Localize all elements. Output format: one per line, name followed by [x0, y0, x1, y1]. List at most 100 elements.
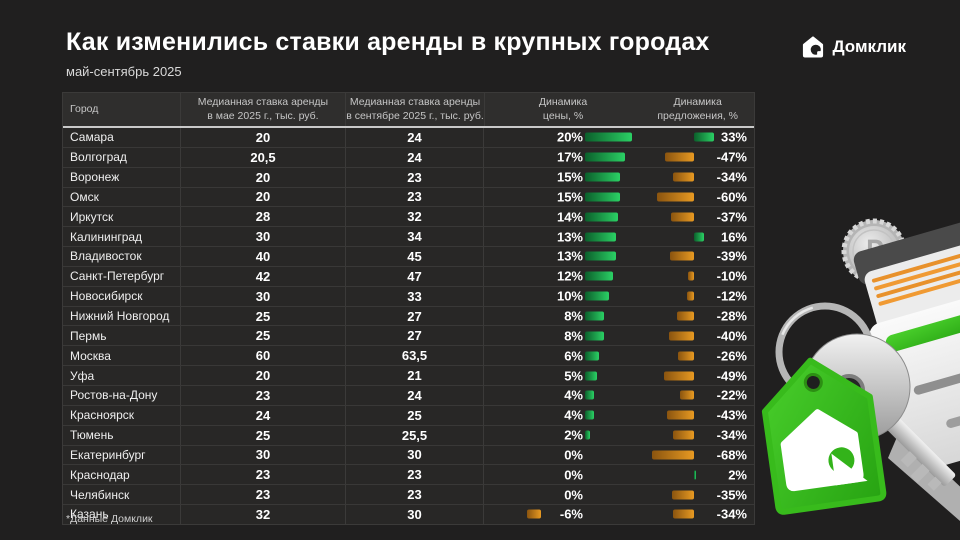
september-rate-cell: 24: [346, 385, 484, 405]
price-dynamics-cell: 6%: [484, 346, 641, 365]
bank-cards-icon: [853, 220, 960, 473]
price-dynamics-cell: 8%: [484, 307, 641, 326]
col-header-september-rate: Медианная ставка аренды в сентябре 2025 г…: [346, 93, 485, 126]
table-row: Красноярск 24 25 4% -43%: [63, 404, 754, 425]
price-change-value: 14%: [556, 209, 583, 225]
supply-change-value: 16%: [720, 229, 747, 245]
may-rate-cell: 23: [181, 465, 346, 485]
supply-dynamics-cell: -26%: [641, 346, 754, 365]
page-title: Как изменились ставки аренды в крупных г…: [66, 28, 710, 56]
price-change-value: 10%: [556, 288, 583, 304]
city-cell: Екатеринбург: [63, 445, 181, 465]
supply-change-value: 2%: [728, 467, 747, 483]
city-label: Казань: [70, 507, 109, 522]
supply-change-bar: [677, 351, 694, 361]
may-rate-cell: 30: [181, 286, 346, 306]
price-dynamics-cell: 4%: [484, 386, 641, 405]
city-label: Владивосток: [70, 249, 142, 264]
price-dynamics-cell: 15%: [484, 168, 641, 187]
table-row: Нижний Новгород 25 27 8% -28%: [63, 305, 754, 326]
supply-dynamics-cell: -49%: [641, 366, 754, 385]
may-rate-cell: 42: [181, 266, 346, 286]
supply-dynamics-cell: -12%: [641, 287, 754, 306]
supply-change-bar: [652, 450, 694, 460]
may-rate-cell: 20: [181, 366, 346, 385]
supply-change-value: -60%: [716, 189, 747, 205]
price-dynamics-cell: 13%: [484, 227, 641, 246]
supply-dynamics-cell: -68%: [641, 446, 754, 465]
city-cell: Краснодар: [63, 465, 181, 485]
supply-change-value: -34%: [716, 506, 747, 522]
supply-dynamics-cell: 2%: [641, 465, 754, 484]
price-change-bar: [585, 331, 604, 341]
city-cell: Челябинск: [63, 485, 181, 505]
city-cell: Пермь: [63, 326, 181, 346]
city-label: Челябинск: [70, 487, 130, 502]
may-rate-cell: 20: [181, 167, 346, 187]
table-row: Самара 20 24 20% 33%: [63, 128, 754, 147]
september-rate-cell: 23: [346, 465, 484, 485]
supply-change-value: -37%: [716, 209, 747, 225]
price-change-bar: [585, 232, 616, 242]
september-rate-cell: 23: [346, 167, 484, 187]
price-change-value: 12%: [556, 268, 583, 284]
price-dynamics-cell: 0%: [484, 465, 641, 484]
city-cell: Нижний Новгород: [63, 306, 181, 326]
may-rate-cell: 23: [181, 485, 346, 505]
may-rate-cell: 20: [181, 187, 346, 207]
supply-dynamics-cell: -60%: [641, 188, 754, 207]
may-rate-cell: 60: [181, 346, 346, 366]
city-cell: Самара: [63, 128, 181, 147]
price-dynamics-cell: 12%: [484, 267, 641, 286]
may-rate-cell: 25: [181, 326, 346, 346]
city-cell: Санкт-Петербург: [63, 266, 181, 286]
city-cell: Ростов-на-Дону: [63, 385, 181, 405]
col-header-may-rate: Медианная ставка аренды в мае 2025 г., ты…: [181, 93, 347, 126]
price-change-bar: [585, 311, 604, 321]
supply-change-bar: [669, 251, 694, 261]
data-source-footnote: *Данные Домклик: [66, 513, 153, 525]
supply-change-bar: [664, 152, 694, 162]
price-change-bar: [585, 371, 597, 381]
col-header-supply-dynamics: Динамика предложения, %: [657, 95, 738, 122]
price-change-value: 15%: [556, 189, 583, 205]
price-change-value: 15%: [556, 169, 583, 185]
price-change-value: 0%: [564, 447, 583, 463]
supply-change-value: -10%: [716, 268, 747, 284]
price-change-value: 13%: [556, 229, 583, 245]
price-dynamics-cell: 8%: [484, 326, 641, 345]
price-change-value: 5%: [564, 368, 583, 384]
supply-change-value: -28%: [716, 308, 747, 324]
supply-change-value: -35%: [716, 487, 747, 503]
price-dynamics-cell: 0%: [484, 485, 641, 504]
table-row: Владивосток 40 45 13% -39%: [63, 246, 754, 266]
city-label: Уфа: [70, 368, 95, 383]
september-rate-cell: 25: [346, 405, 484, 425]
table-row: Волгоград 20,5 24 17% -47%: [63, 146, 754, 167]
supply-change-bar: [680, 390, 694, 400]
price-dynamics-cell: 13%: [484, 247, 641, 266]
september-rate-cell: 27: [346, 306, 484, 326]
september-rate-cell: 45: [346, 247, 484, 266]
supply-change-value: -49%: [716, 368, 747, 384]
city-label: Волгоград: [70, 150, 127, 165]
house-keychain-tag-icon: [761, 357, 887, 515]
domclick-house-icon: [803, 36, 824, 58]
city-label: Омск: [70, 189, 99, 204]
table-row: Москва 60 63,5 6% -26%: [63, 345, 754, 366]
supply-dynamics-cell: 16%: [641, 227, 754, 246]
rent-rates-table: Город Медианная ставка аренды в мае 2025 …: [62, 92, 755, 525]
supply-change-bar: [673, 430, 694, 440]
city-cell: Волгоград: [63, 147, 181, 167]
table-row: Уфа 20 21 5% -49%: [63, 365, 754, 385]
price-change-bar: [585, 351, 600, 361]
city-label: Екатеринбург: [70, 447, 146, 462]
may-rate-cell: 30: [181, 445, 346, 465]
september-rate-cell: 25,5: [346, 425, 484, 445]
price-change-value: 4%: [564, 387, 583, 403]
may-rate-cell: 30: [181, 227, 346, 247]
city-label: Нижний Новгород: [70, 309, 170, 324]
may-rate-cell: 20: [181, 128, 346, 147]
may-rate-cell: 23: [181, 385, 346, 405]
city-label: Самара: [70, 130, 114, 145]
